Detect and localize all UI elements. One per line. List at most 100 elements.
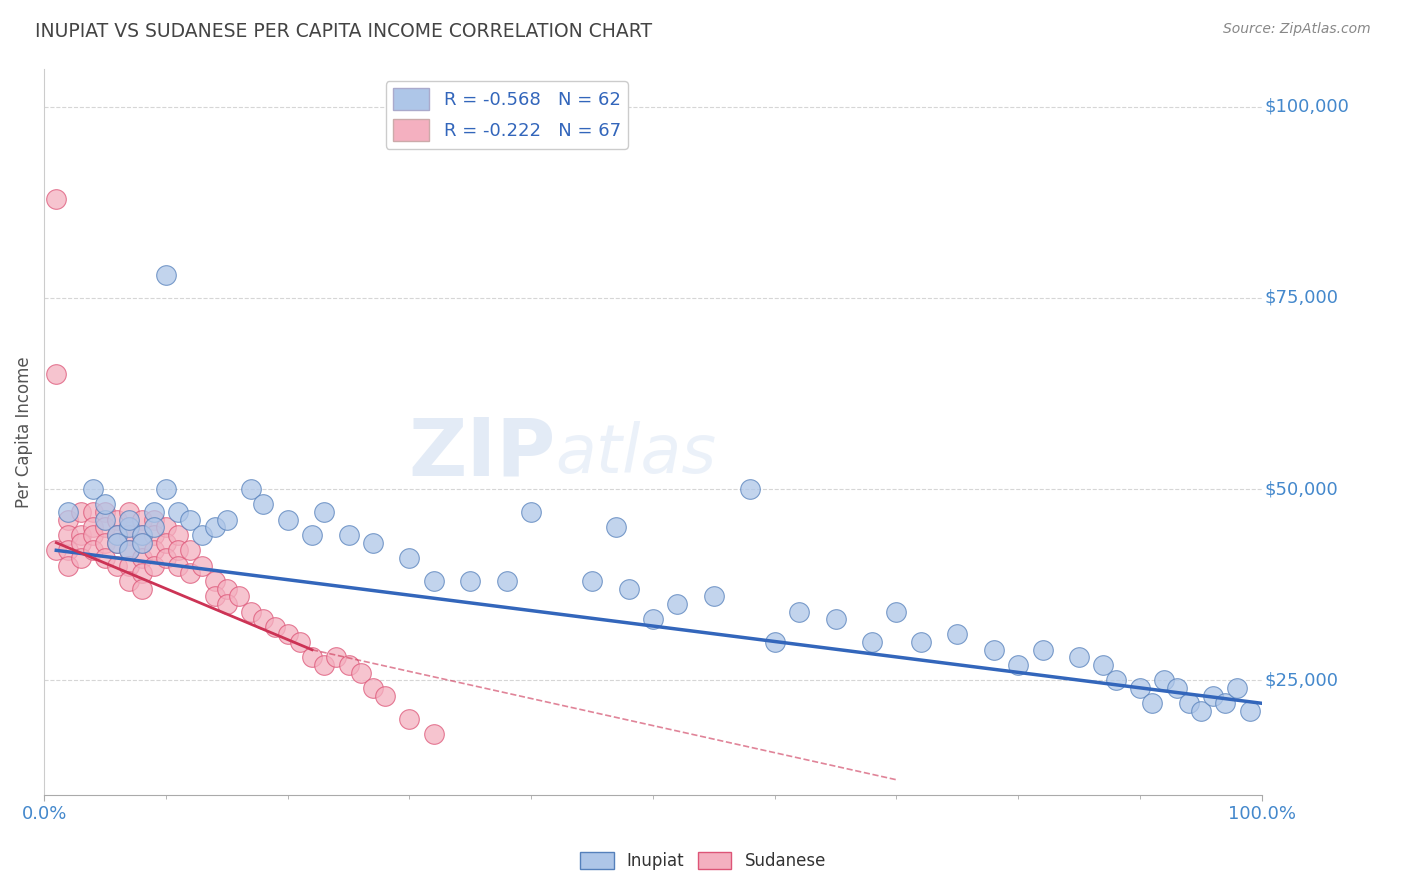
Point bbox=[1007, 658, 1029, 673]
Text: $50,000: $50,000 bbox=[1264, 480, 1339, 498]
Point bbox=[167, 528, 190, 542]
Point bbox=[69, 551, 91, 566]
Point bbox=[142, 528, 165, 542]
Point bbox=[58, 528, 80, 542]
Point bbox=[131, 551, 153, 566]
Point bbox=[167, 543, 190, 558]
Point bbox=[58, 543, 80, 558]
Point bbox=[605, 520, 627, 534]
Point bbox=[155, 520, 177, 534]
Point bbox=[155, 535, 177, 549]
Point bbox=[105, 528, 128, 542]
Point bbox=[142, 558, 165, 573]
Point bbox=[179, 513, 201, 527]
Point bbox=[118, 574, 141, 588]
Point bbox=[361, 535, 384, 549]
Point bbox=[204, 574, 226, 588]
Text: INUPIAT VS SUDANESE PER CAPITA INCOME CORRELATION CHART: INUPIAT VS SUDANESE PER CAPITA INCOME CO… bbox=[35, 22, 652, 41]
Point bbox=[787, 605, 810, 619]
Point bbox=[666, 597, 689, 611]
Point bbox=[118, 513, 141, 527]
Point bbox=[983, 642, 1005, 657]
Point bbox=[69, 505, 91, 519]
Point bbox=[228, 589, 250, 603]
Point bbox=[105, 513, 128, 527]
Point bbox=[581, 574, 603, 588]
Point bbox=[105, 558, 128, 573]
Point bbox=[82, 543, 104, 558]
Point bbox=[1226, 681, 1249, 695]
Point bbox=[1213, 696, 1236, 710]
Point bbox=[1202, 689, 1225, 703]
Point bbox=[105, 528, 128, 542]
Point bbox=[118, 543, 141, 558]
Point bbox=[94, 551, 117, 566]
Point bbox=[740, 482, 762, 496]
Point bbox=[131, 535, 153, 549]
Point bbox=[118, 558, 141, 573]
Point bbox=[58, 558, 80, 573]
Point bbox=[423, 727, 446, 741]
Point bbox=[131, 566, 153, 581]
Point bbox=[277, 627, 299, 641]
Point bbox=[105, 535, 128, 549]
Point bbox=[179, 543, 201, 558]
Point bbox=[301, 528, 323, 542]
Point bbox=[288, 635, 311, 649]
Point bbox=[204, 520, 226, 534]
Point bbox=[142, 513, 165, 527]
Point bbox=[910, 635, 932, 649]
Point bbox=[82, 528, 104, 542]
Point bbox=[118, 528, 141, 542]
Point bbox=[142, 520, 165, 534]
Point bbox=[946, 627, 969, 641]
Point bbox=[155, 268, 177, 282]
Point bbox=[105, 535, 128, 549]
Point bbox=[142, 543, 165, 558]
Point bbox=[58, 505, 80, 519]
Point bbox=[131, 535, 153, 549]
Point bbox=[1092, 658, 1115, 673]
Point bbox=[155, 551, 177, 566]
Point bbox=[45, 192, 67, 206]
Point bbox=[1140, 696, 1163, 710]
Point bbox=[264, 620, 287, 634]
Point bbox=[82, 482, 104, 496]
Text: atlas: atlas bbox=[555, 421, 717, 487]
Point bbox=[314, 505, 336, 519]
Point bbox=[94, 520, 117, 534]
Point bbox=[1032, 642, 1054, 657]
Point bbox=[1166, 681, 1188, 695]
Point bbox=[118, 520, 141, 534]
Point bbox=[167, 505, 190, 519]
Point bbox=[860, 635, 883, 649]
Point bbox=[641, 612, 664, 626]
Point bbox=[131, 582, 153, 596]
Point bbox=[191, 558, 214, 573]
Text: Source: ZipAtlas.com: Source: ZipAtlas.com bbox=[1223, 22, 1371, 37]
Point bbox=[94, 535, 117, 549]
Point bbox=[142, 505, 165, 519]
Point bbox=[1129, 681, 1152, 695]
Point bbox=[361, 681, 384, 695]
Point bbox=[314, 658, 336, 673]
Point bbox=[1177, 696, 1199, 710]
Point bbox=[240, 482, 263, 496]
Point bbox=[69, 535, 91, 549]
Point bbox=[118, 520, 141, 534]
Text: $75,000: $75,000 bbox=[1264, 289, 1339, 307]
Point bbox=[45, 368, 67, 382]
Y-axis label: Per Capita Income: Per Capita Income bbox=[15, 356, 32, 508]
Point bbox=[301, 650, 323, 665]
Point bbox=[617, 582, 640, 596]
Legend: R = -0.568   N = 62, R = -0.222   N = 67: R = -0.568 N = 62, R = -0.222 N = 67 bbox=[385, 81, 628, 149]
Point bbox=[58, 513, 80, 527]
Point bbox=[277, 513, 299, 527]
Point bbox=[215, 597, 238, 611]
Point bbox=[703, 589, 725, 603]
Point bbox=[94, 505, 117, 519]
Point bbox=[252, 612, 274, 626]
Point bbox=[118, 505, 141, 519]
Point bbox=[423, 574, 446, 588]
Point bbox=[179, 566, 201, 581]
